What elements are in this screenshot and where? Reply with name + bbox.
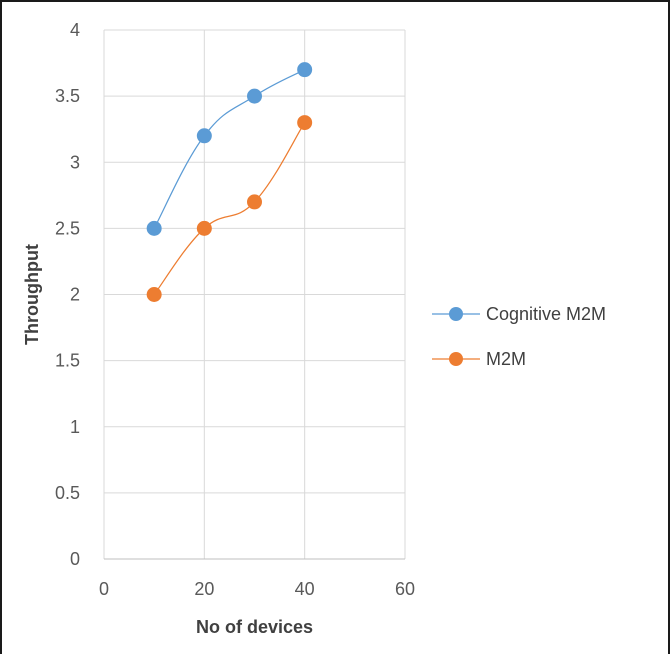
legend-label: Cognitive M2M [486, 304, 606, 324]
y-tick-label: 2.5 [55, 218, 80, 238]
data-point [146, 220, 162, 236]
y-tick-label: 1 [70, 417, 80, 437]
y-tick-label: 1.5 [55, 351, 80, 371]
y-tick-label: 2 [70, 285, 80, 305]
x-tick-label: 0 [99, 579, 109, 599]
x-tick-label: 40 [295, 579, 315, 599]
x-tick-label: 60 [395, 579, 415, 599]
data-point [196, 220, 212, 236]
y-tick-label: 3.5 [55, 86, 80, 106]
data-point [297, 62, 313, 78]
data-point [196, 128, 212, 144]
y-tick-label: 0 [70, 549, 80, 569]
y-tick-label: 3 [70, 152, 80, 172]
data-point [247, 194, 262, 210]
x-axis-title: No of devices [196, 617, 313, 637]
y-axis-title: Throughput [22, 244, 42, 345]
data-point [297, 115, 313, 131]
data-point [247, 88, 262, 104]
y-tick-label: 4 [70, 20, 80, 40]
legend-label: M2M [486, 349, 526, 369]
series-line-2 [153, 122, 306, 295]
x-tick-label: 20 [194, 579, 214, 599]
legend-marker [449, 307, 463, 321]
y-tick-label: 0.5 [55, 483, 80, 503]
data-point [146, 287, 162, 302]
series-line-1 [153, 69, 305, 229]
legend-marker [449, 352, 463, 366]
